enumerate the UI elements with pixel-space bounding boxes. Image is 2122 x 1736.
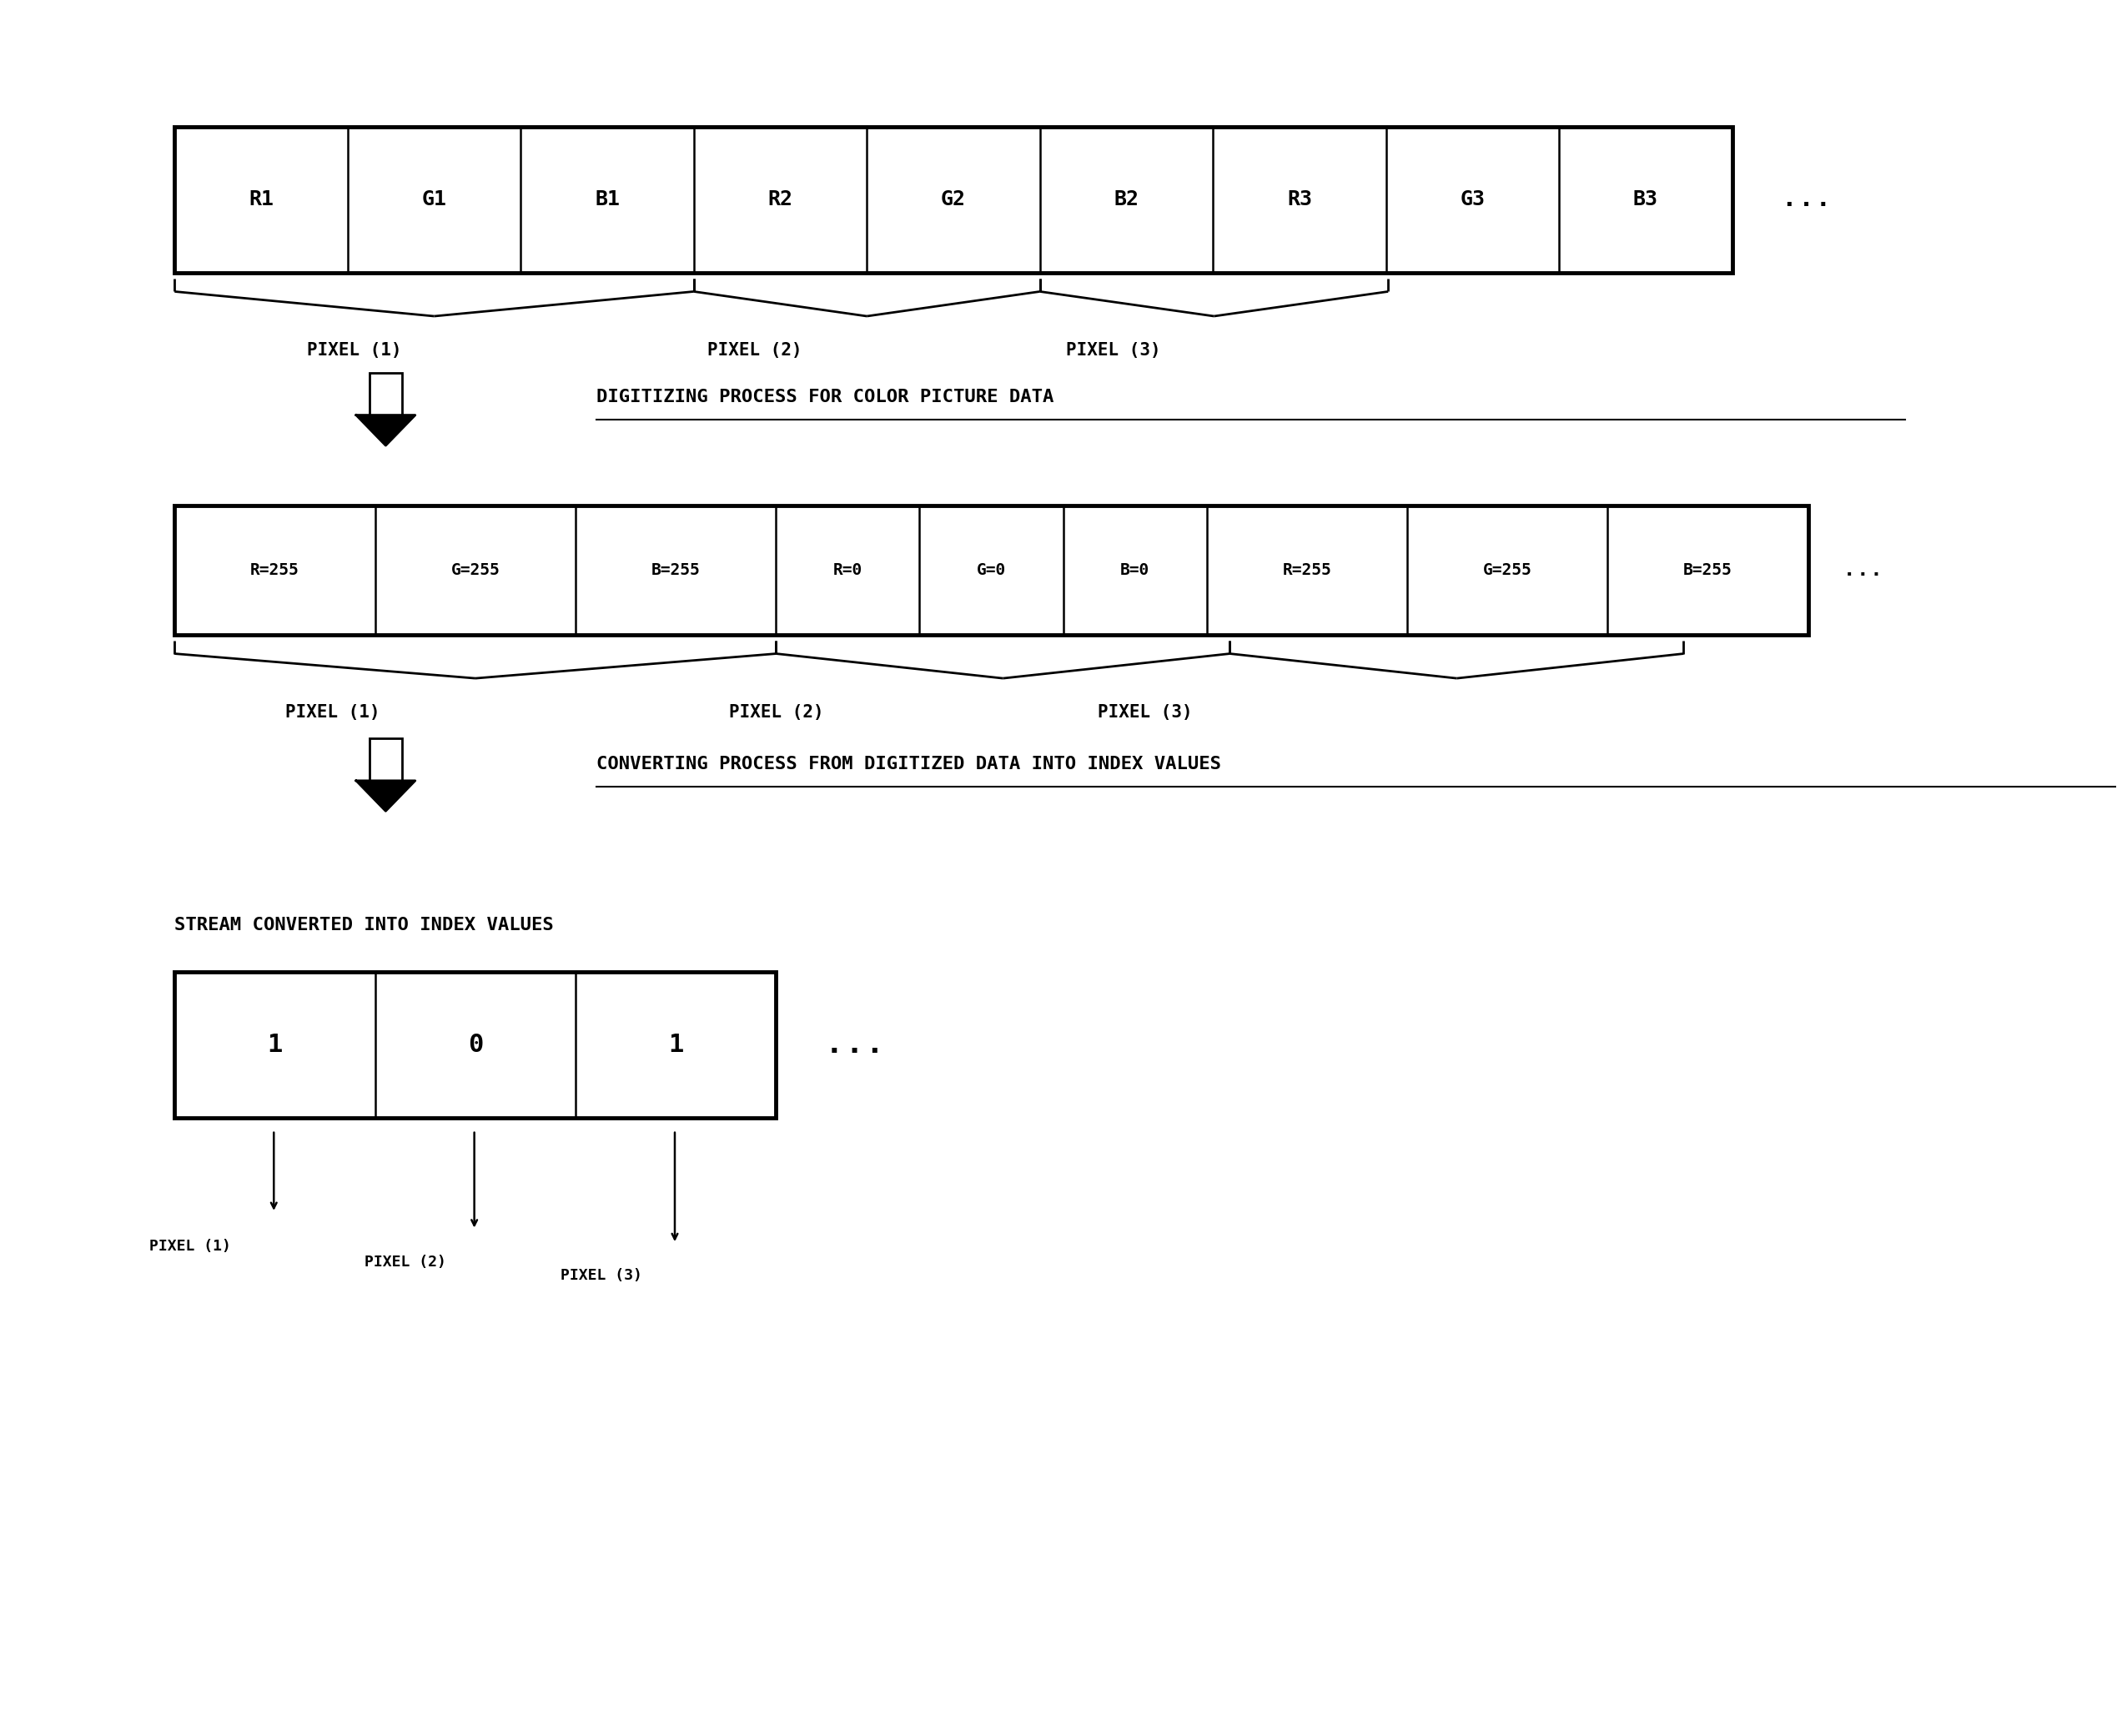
Text: CONVERTING PROCESS FROM DIGITIZED DATA INTO INDEX VALUES: CONVERTING PROCESS FROM DIGITIZED DATA I… [596, 757, 1222, 773]
Text: R=255: R=255 [1282, 562, 1330, 578]
Bar [174, 505, 1808, 635]
Text: R2: R2 [768, 189, 794, 210]
Text: PIXEL (1): PIXEL (1) [149, 1240, 231, 1253]
Text: DIGITIZING PROCESS FOR COLOR PICTURE DATA: DIGITIZING PROCESS FOR COLOR PICTURE DAT… [596, 389, 1055, 406]
Text: PIXEL (2): PIXEL (2) [365, 1255, 446, 1269]
Text: . . .: . . . [830, 1031, 881, 1059]
Text: PIXEL (2): PIXEL (2) [707, 342, 802, 359]
Text: PIXEL (1): PIXEL (1) [306, 342, 401, 359]
Text: R3: R3 [1286, 189, 1311, 210]
Text: B1: B1 [594, 189, 620, 210]
Text: PIXEL (3): PIXEL (3) [1097, 705, 1193, 720]
Text: G=255: G=255 [450, 562, 501, 578]
Text: G=0: G=0 [976, 562, 1006, 578]
Text: PIXEL (3): PIXEL (3) [1067, 342, 1161, 359]
Text: B=255: B=255 [1683, 562, 1732, 578]
Text: G1: G1 [422, 189, 448, 210]
Bar [369, 373, 401, 415]
Text: G3: G3 [1460, 189, 1485, 210]
Polygon shape [356, 781, 416, 811]
Text: B=0: B=0 [1120, 562, 1150, 578]
Text: R=0: R=0 [834, 562, 862, 578]
Text: PIXEL (2): PIXEL (2) [728, 705, 823, 720]
Text: . . .: . . . [1785, 187, 1827, 212]
Bar [369, 740, 401, 781]
Text: PIXEL (1): PIXEL (1) [286, 705, 380, 720]
Bar [174, 972, 777, 1118]
Text: . . .: . . . [1846, 562, 1880, 578]
Bar [174, 127, 1732, 273]
Text: R1: R1 [248, 189, 274, 210]
Text: 1: 1 [668, 1033, 683, 1057]
Text: B=255: B=255 [651, 562, 700, 578]
Polygon shape [356, 415, 416, 446]
Text: 0: 0 [467, 1033, 484, 1057]
Text: B3: B3 [1634, 189, 1657, 210]
Text: B2: B2 [1114, 189, 1140, 210]
Text: PIXEL (3): PIXEL (3) [560, 1267, 643, 1283]
Text: G=255: G=255 [1483, 562, 1532, 578]
Text: 1: 1 [267, 1033, 282, 1057]
Text: G2: G2 [940, 189, 966, 210]
Text: R=255: R=255 [250, 562, 299, 578]
Text: STREAM CONVERTED INTO INDEX VALUES: STREAM CONVERTED INTO INDEX VALUES [174, 917, 554, 934]
